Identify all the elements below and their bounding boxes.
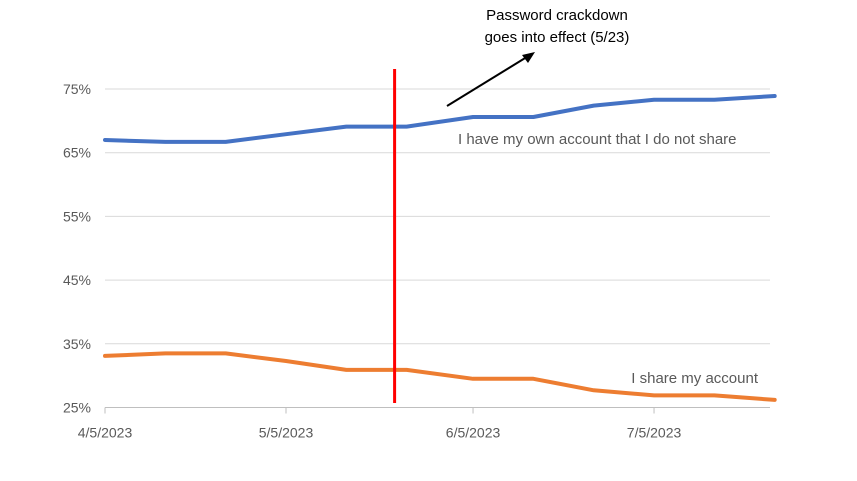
y-tick-label: 45% — [63, 272, 91, 288]
x-tick-label: 6/5/2023 — [446, 425, 501, 441]
annotation-arrow-line — [446, 54, 531, 107]
x-axis-tick-labels: 4/5/2023 5/5/2023 6/5/2023 7/5/2023 — [78, 425, 682, 441]
y-tick-label: 55% — [63, 208, 91, 224]
x-tick-label: 4/5/2023 — [78, 425, 133, 441]
gridlines — [105, 88, 770, 345]
x-tick-label: 7/5/2023 — [627, 425, 682, 441]
annotation-line-1: Password crackdown — [486, 7, 628, 24]
series-label-own-account: I have my own account that I do not shar… — [458, 131, 737, 148]
series-label-share-account: I share my account — [631, 370, 759, 387]
y-tick-label: 25% — [63, 400, 91, 416]
y-tick-label: 65% — [63, 145, 91, 161]
x-axis — [104, 407, 770, 414]
y-tick-label: 75% — [63, 81, 91, 97]
annotation-line-2: goes into effect (5/23) — [485, 29, 630, 46]
y-tick-label: 35% — [63, 336, 91, 352]
y-axis-tick-labels: 25% 35% 45% 55% 65% 75% — [63, 81, 91, 416]
series-line-own-account — [103, 94, 777, 144]
series-labels: I have my own account that I do not shar… — [458, 131, 759, 387]
annotation-arrow-head — [522, 52, 535, 63]
x-tick-label: 5/5/2023 — [259, 425, 314, 441]
policy-marker: Password crackdown goes into effect (5/23… — [393, 7, 630, 403]
series-lines — [103, 94, 777, 402]
series-line-share-account — [103, 351, 777, 402]
